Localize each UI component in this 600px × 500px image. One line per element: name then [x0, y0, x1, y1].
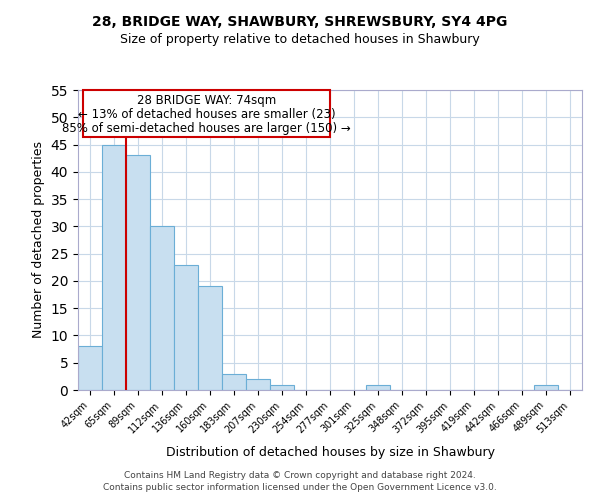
Bar — [366, 384, 390, 390]
X-axis label: Distribution of detached houses by size in Shawbury: Distribution of detached houses by size … — [166, 446, 494, 459]
Bar — [150, 226, 174, 390]
Text: 28, BRIDGE WAY, SHAWBURY, SHREWSBURY, SY4 4PG: 28, BRIDGE WAY, SHAWBURY, SHREWSBURY, SY… — [92, 15, 508, 29]
Bar — [222, 374, 246, 390]
Bar — [534, 384, 558, 390]
Text: 85% of semi-detached houses are larger (150) →: 85% of semi-detached houses are larger (… — [62, 122, 351, 134]
Text: ← 13% of detached houses are smaller (23): ← 13% of detached houses are smaller (23… — [78, 108, 335, 120]
Bar — [198, 286, 222, 390]
Bar — [270, 384, 294, 390]
Text: Contains public sector information licensed under the Open Government Licence v3: Contains public sector information licen… — [103, 484, 497, 492]
Bar — [174, 264, 198, 390]
Bar — [246, 379, 270, 390]
Bar — [126, 156, 150, 390]
Bar — [102, 144, 126, 390]
Bar — [78, 346, 102, 390]
Text: Contains HM Land Registry data © Crown copyright and database right 2024.: Contains HM Land Registry data © Crown c… — [124, 471, 476, 480]
Y-axis label: Number of detached properties: Number of detached properties — [32, 142, 45, 338]
Text: 28 BRIDGE WAY: 74sqm: 28 BRIDGE WAY: 74sqm — [137, 94, 276, 106]
Text: Size of property relative to detached houses in Shawbury: Size of property relative to detached ho… — [120, 32, 480, 46]
